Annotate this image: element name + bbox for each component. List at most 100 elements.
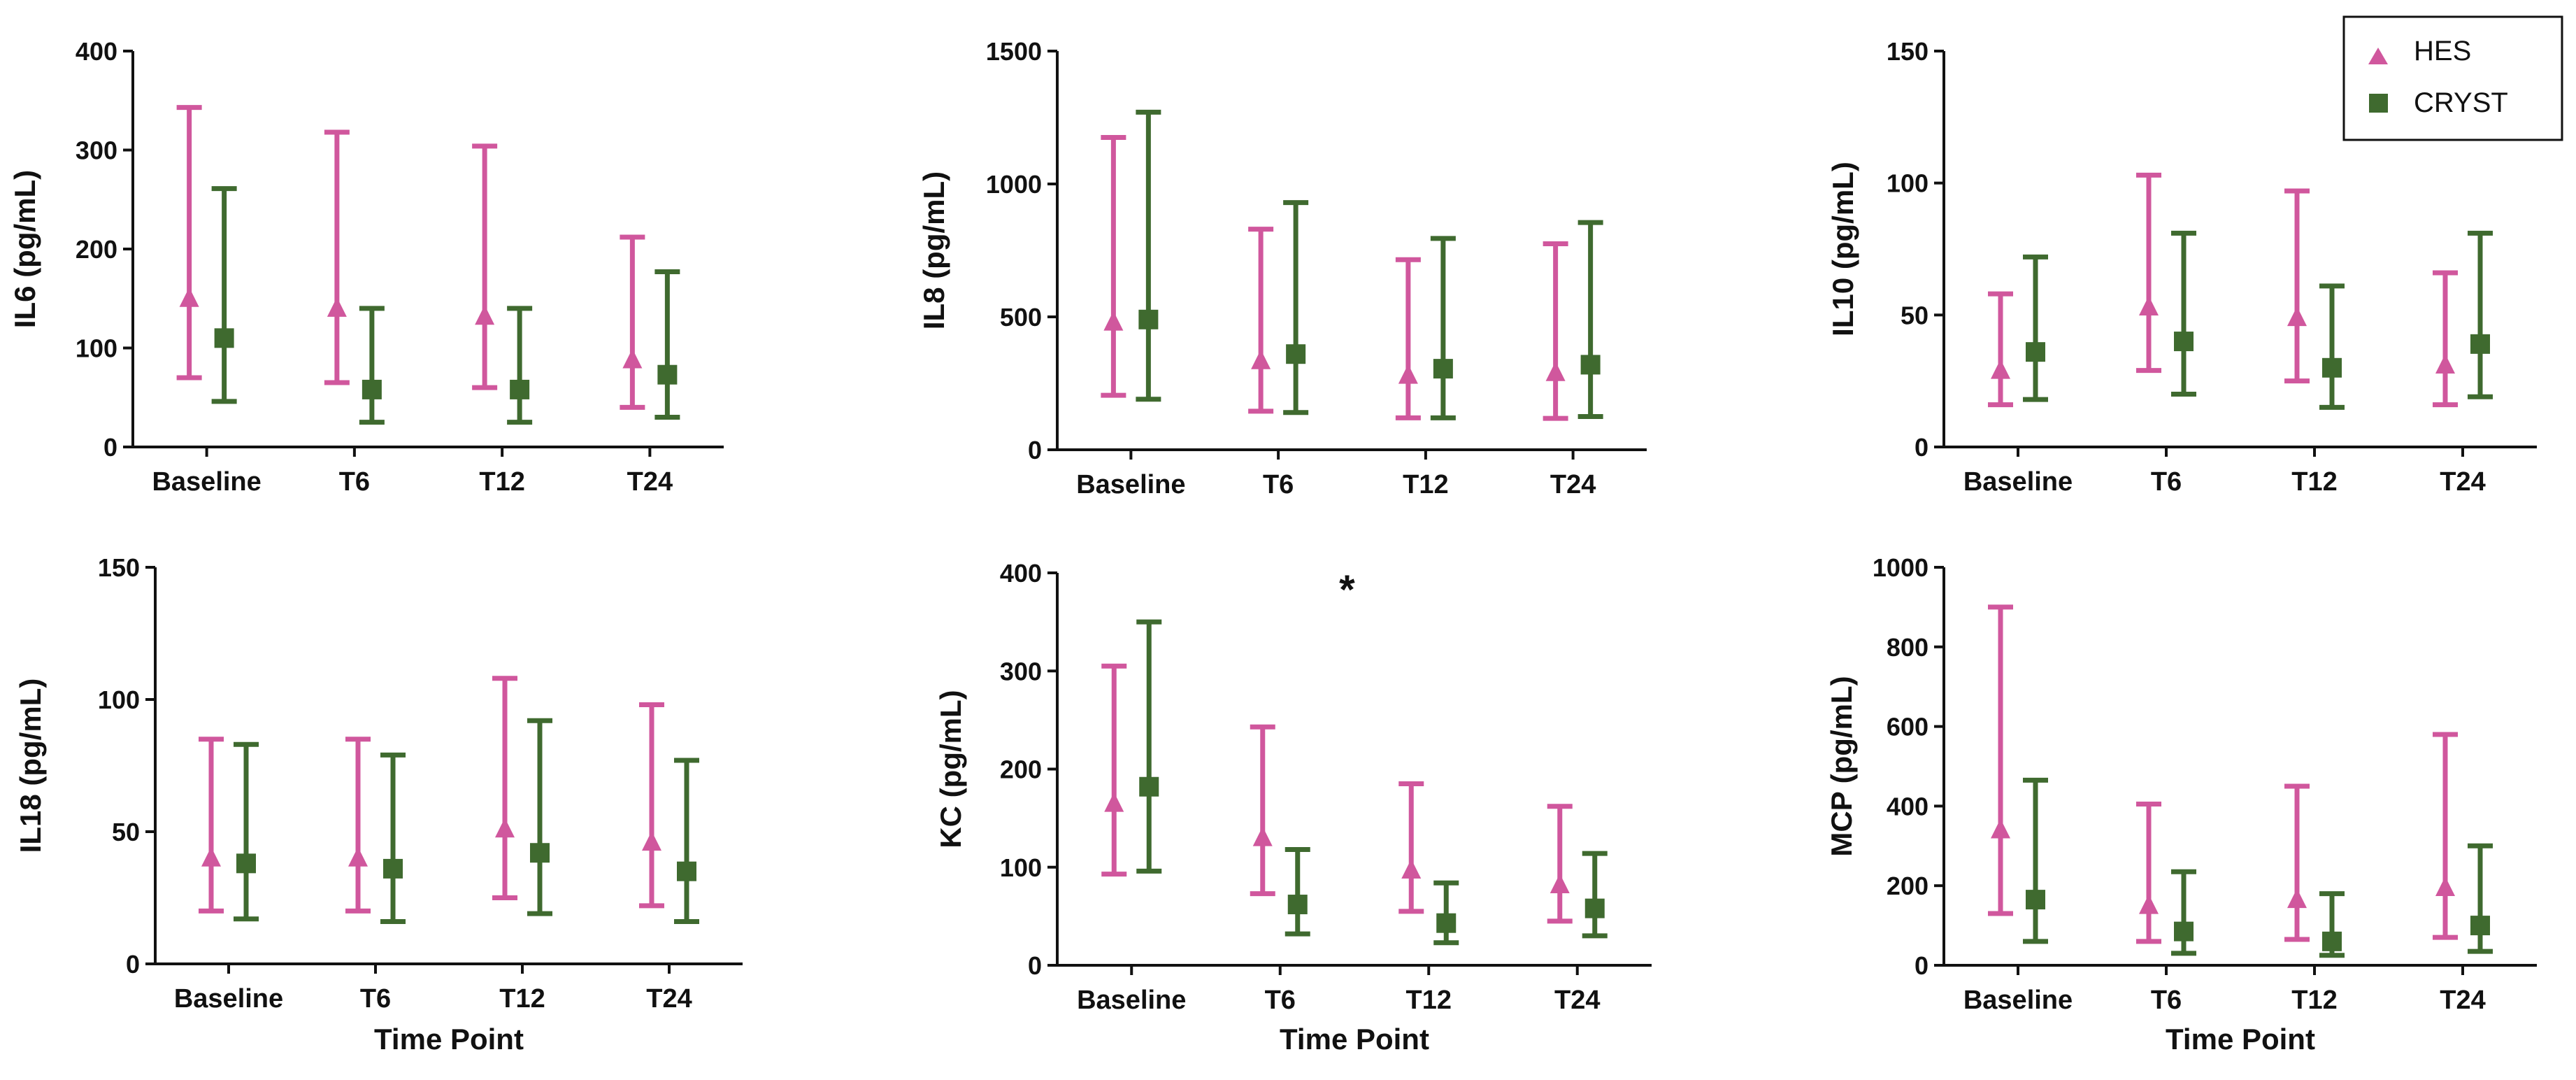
data-point-cryst — [2470, 916, 2490, 936]
data-point-cryst — [1580, 355, 1601, 375]
data-point-hes — [1103, 311, 1124, 331]
data-point-hes — [348, 846, 368, 867]
significance-annotation: * — [1339, 567, 1355, 613]
data-point-cryst — [677, 861, 696, 881]
x-tick-label: T24 — [2440, 986, 2485, 1015]
y-tick-label: 100 — [1887, 169, 1929, 198]
y-tick-label: 0 — [1915, 951, 1929, 980]
y-tick-label: 50 — [112, 818, 140, 846]
legend-label-hes: HES — [2414, 36, 2471, 66]
y-tick-label: 500 — [1000, 303, 1042, 332]
data-point-hes — [1991, 359, 2010, 379]
data-point-cryst — [1287, 895, 1308, 915]
y-tick-label: 800 — [1887, 633, 1929, 662]
data-point-hes — [1991, 818, 2010, 839]
y-axis-title: IL18 (pg/mL) — [14, 678, 47, 853]
data-point-cryst — [510, 379, 530, 399]
chart-panel-4: 0 50 100 150 IL18 (pg/mL) Baseline T6 T12 T24 Tim… — [14, 553, 743, 1056]
data-point-cryst — [214, 328, 234, 348]
data-point-cryst — [1433, 359, 1453, 379]
x-tick-label: T6 — [1265, 986, 1296, 1015]
y-axis-title: IL6 (pg/mL) — [8, 170, 41, 328]
data-point-hes — [2287, 306, 2307, 327]
x-axis-title: Time Point — [2166, 1023, 2315, 1056]
x-tick-label: T6 — [360, 984, 391, 1014]
data-point-hes — [1550, 873, 1570, 893]
data-point-hes — [475, 305, 495, 325]
y-tick-label: 400 — [76, 37, 117, 66]
data-point-hes — [1251, 349, 1271, 369]
x-tick-label: T6 — [2151, 986, 2182, 1015]
legend-label-cryst: CRYST — [2414, 87, 2508, 118]
legend-box — [2342, 15, 2563, 141]
x-tick-label: T24 — [1554, 986, 1600, 1015]
data-point-cryst — [1286, 344, 1306, 364]
y-tick-label: 300 — [76, 136, 117, 165]
x-tick-label: Baseline — [174, 984, 283, 1014]
data-point-cryst — [657, 364, 678, 385]
data-point-hes — [2435, 876, 2455, 897]
y-axis-title: IL10 (pg/mL) — [1826, 162, 1859, 336]
y-tick-label: 200 — [1887, 872, 1929, 900]
y-tick-label: 0 — [103, 433, 117, 462]
data-point-hes — [1398, 364, 1418, 384]
data-point-cryst — [383, 858, 403, 879]
y-tick-label: 100 — [1000, 853, 1042, 882]
y-axis-title: KC (pg/mL) — [934, 690, 967, 848]
chart-panel-6: 0 200 400 600 800 1000 MCP (pg/mL) Baseline T6 T1… — [1825, 553, 2537, 1056]
x-tick-label: T6 — [1263, 470, 1294, 499]
x-tick-label: T24 — [646, 984, 692, 1014]
x-tick-label: T24 — [2440, 467, 2485, 497]
y-tick-label: 1000 — [986, 170, 1042, 199]
legend-square-icon — [2369, 94, 2388, 113]
data-point-hes — [2139, 296, 2159, 316]
y-tick-label: 400 — [1887, 792, 1929, 820]
chart-panel-2: 0 500 1000 1500 IL8 (pg/mL) Baseline T6 T12 T24 — [917, 37, 1647, 499]
data-point-cryst — [2322, 357, 2342, 378]
data-point-hes — [2287, 888, 2307, 909]
x-tick-label: Baseline — [1963, 986, 2073, 1015]
data-point-hes — [1545, 361, 1566, 381]
data-point-hes — [201, 846, 221, 867]
data-point-cryst — [2026, 342, 2045, 362]
y-tick-label: 300 — [1000, 657, 1042, 685]
y-tick-label: 0 — [1915, 433, 1929, 462]
x-tick-label: T12 — [2291, 986, 2337, 1015]
data-point-cryst — [2470, 334, 2490, 354]
chart-panel-5: 0 100 200 300 400 KC (pg/mL) Baseline T6 T12 T24 T… — [934, 559, 1652, 1056]
data-point-cryst — [1139, 776, 1159, 797]
data-point-cryst — [362, 379, 382, 399]
data-point-cryst — [2174, 332, 2194, 352]
data-point-cryst — [2026, 890, 2045, 910]
chart-panel-3: 0 50 100 150 IL10 (pg/mL) Baseline T6 T12 T24 — [1826, 37, 2537, 497]
x-tick-label: T6 — [2151, 467, 2182, 497]
data-point-hes — [327, 297, 347, 317]
y-tick-label: 1000 — [1873, 553, 1929, 582]
x-axis-title: Time Point — [374, 1023, 524, 1056]
data-point-cryst — [1436, 913, 1457, 933]
y-tick-label: 100 — [98, 685, 140, 714]
x-tick-label: Baseline — [1963, 467, 2073, 497]
x-tick-label: T12 — [2291, 467, 2337, 497]
y-tick-label: 100 — [76, 334, 117, 363]
data-point-hes — [2435, 354, 2455, 374]
x-tick-label: T12 — [479, 467, 524, 497]
data-point-hes — [642, 831, 661, 851]
data-point-hes — [495, 818, 515, 838]
data-point-cryst — [1584, 898, 1605, 918]
data-point-cryst — [1138, 309, 1159, 329]
data-point-cryst — [2174, 921, 2194, 942]
y-tick-label: 0 — [1028, 436, 1042, 464]
y-tick-label: 0 — [1028, 951, 1042, 980]
x-tick-label: T12 — [1406, 986, 1452, 1015]
y-tick-label: 150 — [98, 553, 140, 582]
y-tick-label: 1500 — [986, 37, 1042, 66]
data-point-cryst — [2322, 931, 2342, 951]
legend-triangle-icon — [2368, 48, 2388, 64]
data-point-hes — [1252, 826, 1273, 846]
data-point-hes — [179, 287, 199, 307]
x-tick-label: T24 — [627, 467, 673, 497]
x-axis-title: Time Point — [1280, 1023, 1429, 1056]
data-point-cryst — [530, 843, 550, 863]
